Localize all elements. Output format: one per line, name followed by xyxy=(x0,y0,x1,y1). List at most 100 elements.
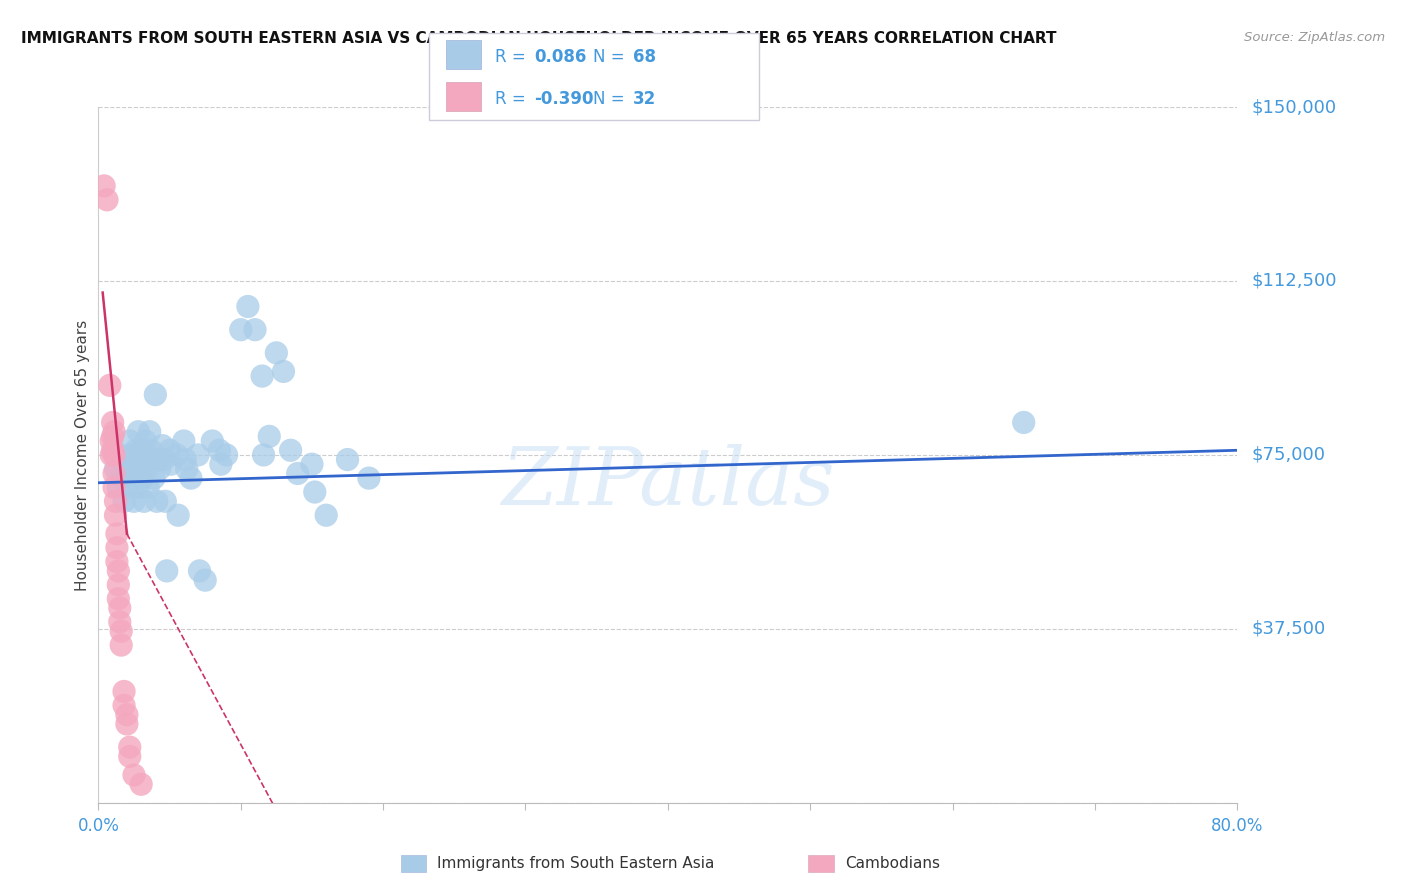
Point xyxy=(209,457,232,471)
Text: IMMIGRANTS FROM SOUTH EASTERN ASIA VS CAMBODIAN HOUSEHOLDER INCOME OVER 65 YEARS: IMMIGRANTS FROM SOUTH EASTERN ASIA VS CA… xyxy=(21,31,1056,46)
Point xyxy=(129,443,152,458)
Point xyxy=(100,434,122,448)
Text: 0.086: 0.086 xyxy=(534,48,586,67)
Point xyxy=(103,448,125,462)
Point xyxy=(174,452,197,467)
Y-axis label: Householder Income Over 65 years: Householder Income Over 65 years xyxy=(75,319,90,591)
Point xyxy=(132,494,155,508)
Point xyxy=(104,462,127,476)
Point xyxy=(110,638,132,652)
Point xyxy=(122,471,145,485)
Point xyxy=(122,768,145,782)
Point xyxy=(148,452,170,467)
Point xyxy=(155,494,177,508)
Text: Source: ZipAtlas.com: Source: ZipAtlas.com xyxy=(1244,31,1385,45)
Point xyxy=(129,462,152,476)
Point xyxy=(315,508,337,523)
Point xyxy=(252,448,274,462)
Text: 32: 32 xyxy=(633,90,657,109)
Point xyxy=(101,429,124,443)
Point xyxy=(146,494,169,508)
Point xyxy=(115,452,138,467)
Point xyxy=(110,624,132,639)
Point xyxy=(215,448,238,462)
Point xyxy=(134,434,156,448)
Point xyxy=(208,443,231,458)
Point xyxy=(156,564,179,578)
Point xyxy=(103,425,125,439)
Point xyxy=(105,526,128,541)
Point xyxy=(167,508,190,523)
Point xyxy=(1012,416,1035,430)
Point xyxy=(187,448,209,462)
Point xyxy=(236,300,259,314)
Point xyxy=(180,471,202,485)
Point xyxy=(127,425,149,439)
Point xyxy=(243,323,266,337)
Point xyxy=(287,467,309,481)
Point xyxy=(127,480,149,494)
Point xyxy=(166,448,188,462)
Text: N =: N = xyxy=(593,90,630,109)
Point xyxy=(103,467,125,481)
Text: $75,000: $75,000 xyxy=(1251,446,1326,464)
Point xyxy=(136,480,159,494)
Point xyxy=(273,364,295,378)
Point xyxy=(153,452,176,467)
Point xyxy=(194,573,217,587)
Point xyxy=(266,346,288,360)
Point xyxy=(188,564,211,578)
Point xyxy=(259,429,281,443)
Point xyxy=(93,178,115,193)
Point xyxy=(105,541,128,555)
Text: Immigrants from South Eastern Asia: Immigrants from South Eastern Asia xyxy=(437,856,714,871)
Point xyxy=(101,416,124,430)
Point xyxy=(301,457,323,471)
Text: Cambodians: Cambodians xyxy=(845,856,941,871)
Point xyxy=(176,462,198,476)
Text: 68: 68 xyxy=(633,48,655,67)
Text: N =: N = xyxy=(593,48,630,67)
Point xyxy=(141,452,163,467)
Point xyxy=(124,443,146,458)
Point xyxy=(118,740,141,755)
Point xyxy=(118,462,141,476)
Point xyxy=(107,564,129,578)
Point xyxy=(108,615,131,629)
Point xyxy=(96,193,118,207)
Point xyxy=(100,448,122,462)
Point xyxy=(152,439,174,453)
Point xyxy=(138,425,160,439)
Point xyxy=(107,480,129,494)
Point xyxy=(142,471,165,485)
Point xyxy=(131,471,153,485)
Point xyxy=(149,462,172,476)
Point xyxy=(280,443,302,458)
Text: ZIPatlas: ZIPatlas xyxy=(501,444,835,522)
Point xyxy=(135,462,157,476)
Text: -0.390: -0.390 xyxy=(534,90,593,109)
Point xyxy=(145,387,167,401)
Point xyxy=(115,480,138,494)
Point xyxy=(336,452,359,467)
Point xyxy=(112,494,135,508)
Point xyxy=(357,471,380,485)
Point xyxy=(104,508,127,523)
Point xyxy=(304,485,326,500)
Point xyxy=(112,684,135,698)
Point xyxy=(104,494,127,508)
Point xyxy=(125,467,148,481)
Text: $112,500: $112,500 xyxy=(1251,272,1337,290)
Point xyxy=(229,323,252,337)
Point xyxy=(107,591,129,606)
Point xyxy=(112,698,135,713)
Text: R =: R = xyxy=(495,48,531,67)
Point xyxy=(115,717,138,731)
Text: $150,000: $150,000 xyxy=(1251,98,1336,116)
Text: $37,500: $37,500 xyxy=(1251,620,1326,638)
Point xyxy=(98,378,121,392)
Point xyxy=(250,369,273,384)
Point xyxy=(115,707,138,722)
Point xyxy=(139,443,162,458)
Point xyxy=(173,434,195,448)
